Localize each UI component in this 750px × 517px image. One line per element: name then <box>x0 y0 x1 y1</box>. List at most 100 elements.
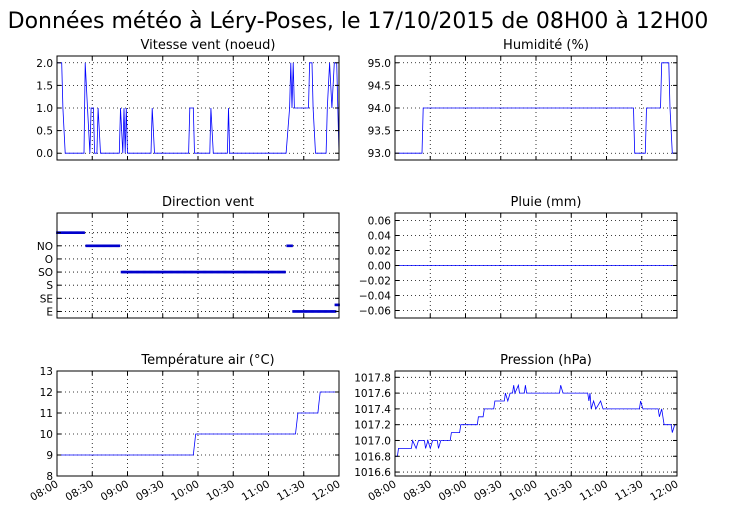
data-point <box>155 270 158 274</box>
data-point <box>215 270 218 274</box>
data-point <box>83 231 85 234</box>
panel-title: Température air (°C) <box>140 353 274 368</box>
data-point <box>218 270 221 274</box>
data-point <box>273 270 276 274</box>
data-point <box>335 303 338 307</box>
panel-title: Humidité (%) <box>503 38 589 53</box>
data-point <box>61 231 64 234</box>
data-point <box>76 231 78 234</box>
data-point <box>252 270 255 274</box>
data-point <box>220 270 223 274</box>
data-point <box>99 244 102 248</box>
data-point <box>197 270 199 274</box>
data-point <box>174 270 177 274</box>
data-point <box>261 270 264 274</box>
data-point <box>225 270 228 274</box>
data-point <box>266 270 269 274</box>
data-point <box>302 310 305 313</box>
data-point <box>288 244 291 248</box>
data-point <box>132 270 135 274</box>
data-point <box>144 270 147 274</box>
y-tick-label: 11 <box>40 408 53 420</box>
data-point <box>121 270 124 274</box>
data-point <box>71 231 74 234</box>
data-point <box>170 270 172 274</box>
panel-rain: Pluie (mm) −0.06 −0.04 −0.02 0.00 0.02 0.04 0.0… <box>359 195 678 319</box>
data-point <box>336 303 339 307</box>
data-point <box>306 310 309 313</box>
y-tick-label: SE <box>40 293 53 305</box>
data-point <box>97 244 100 248</box>
y-tick-label: 1016.6 <box>354 467 391 479</box>
panel-title: Pluie (mm) <box>511 195 582 210</box>
data-point <box>74 231 77 234</box>
data-point <box>269 270 272 274</box>
data-point <box>192 270 195 274</box>
data-point <box>69 231 71 234</box>
data-point <box>268 270 271 274</box>
data-point <box>327 310 330 313</box>
data-point <box>231 270 233 274</box>
data-point <box>305 310 307 313</box>
data-point <box>77 231 80 234</box>
data-point <box>265 270 268 274</box>
data-point <box>92 244 95 248</box>
data-point <box>309 310 312 313</box>
data-point <box>254 270 257 274</box>
data-point <box>249 270 252 274</box>
data-point <box>334 303 337 307</box>
data-point <box>244 270 246 274</box>
x-tick-label: 11:00 <box>578 478 610 504</box>
data-point <box>324 310 326 313</box>
x-tick-label: 09:30 <box>134 478 166 504</box>
data-point <box>307 310 310 313</box>
data-point <box>299 310 302 313</box>
data-point <box>111 244 114 248</box>
data-point <box>253 270 256 274</box>
data-point <box>96 244 98 248</box>
data-point <box>200 270 203 274</box>
data-point <box>126 270 129 274</box>
series-line <box>395 62 677 154</box>
data-point <box>103 244 105 248</box>
x-tick-label: 10:30 <box>543 478 575 504</box>
y-tick-label: 1017.6 <box>354 388 391 400</box>
data-point <box>322 310 325 313</box>
data-point <box>133 270 136 274</box>
data-point <box>65 231 68 234</box>
data-point <box>224 270 226 274</box>
x-tick-label: 10:00 <box>507 478 539 504</box>
y-tick-label: 93.5 <box>368 126 391 138</box>
y-tick-label: SO <box>38 267 53 279</box>
data-point <box>208 270 211 274</box>
series-line <box>395 383 677 457</box>
x-tick-label: 08:30 <box>402 478 434 504</box>
panel-title: Direction vent <box>162 195 254 210</box>
data-point <box>178 270 181 274</box>
data-point <box>298 310 300 313</box>
data-point <box>275 270 278 274</box>
data-point <box>198 270 201 274</box>
panel-title: Pression (hPa) <box>500 353 592 368</box>
x-tick-label: 12:00 <box>648 478 680 504</box>
data-point <box>140 270 143 274</box>
data-point <box>91 244 94 248</box>
data-point <box>117 244 119 248</box>
x-tick-label: 09:00 <box>99 478 131 504</box>
y-tick-label: 0.00 <box>368 261 391 273</box>
data-point <box>267 270 270 274</box>
data-point <box>163 270 165 274</box>
data-point <box>66 231 69 234</box>
data-point <box>127 270 130 274</box>
data-point <box>331 310 333 313</box>
data-point <box>123 270 125 274</box>
data-point <box>106 244 109 248</box>
data-point <box>100 244 103 248</box>
data-point <box>184 270 186 274</box>
data-point <box>313 310 316 313</box>
data-point <box>262 270 265 274</box>
y-tick-label: 1017.0 <box>354 435 391 447</box>
data-point <box>148 270 151 274</box>
x-tick-label: 08:30 <box>64 478 96 504</box>
